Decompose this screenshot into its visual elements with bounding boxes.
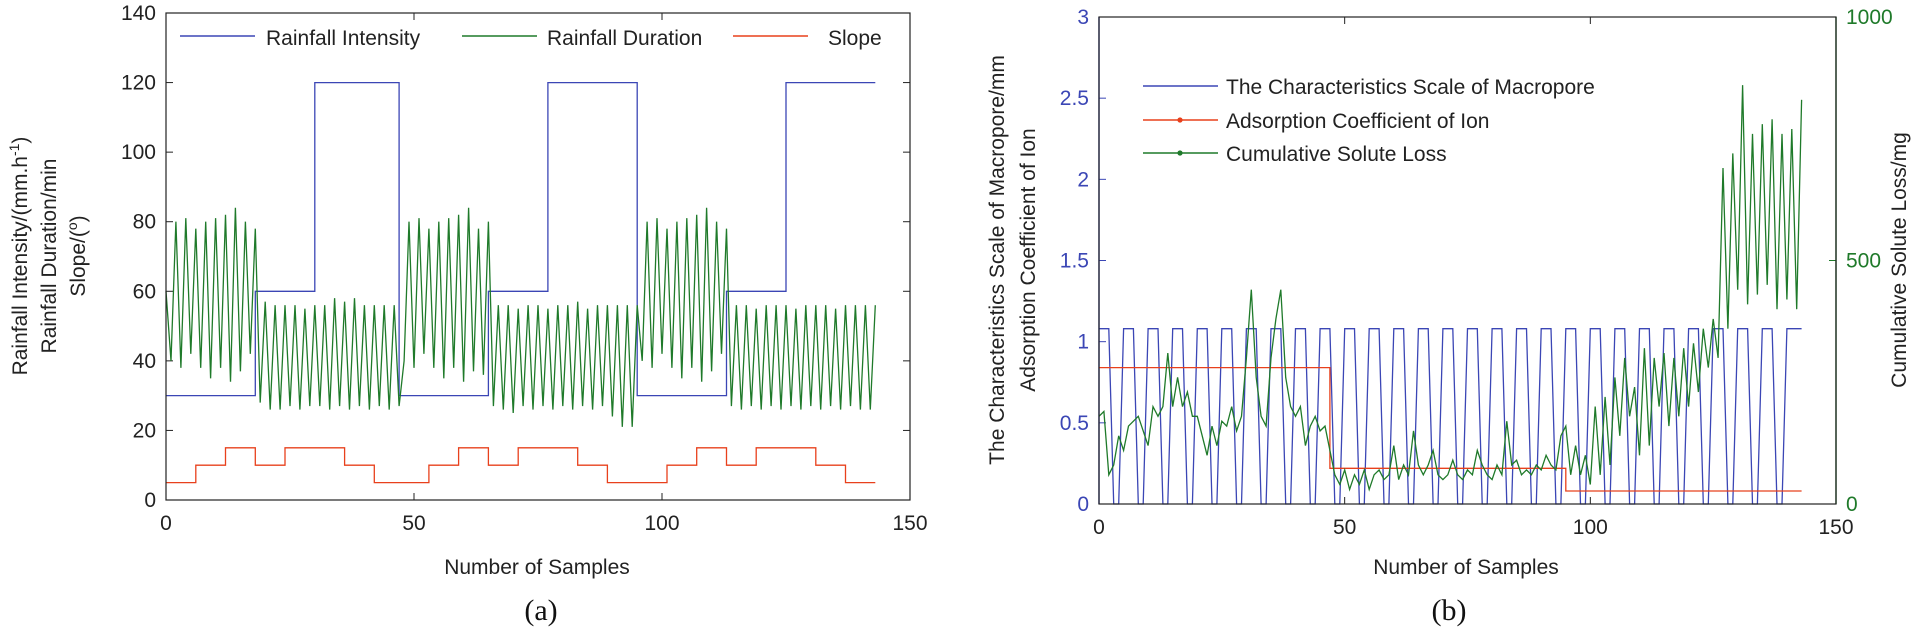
panel-a-ytick-label-4: 80 — [133, 211, 156, 234]
panel-a-x-axis-label: Number of Samples — [444, 556, 630, 579]
panel-a-ylabel-line-3: Slope/(o) — [64, 215, 90, 296]
panel-a-ylabel-line-3-text: Slope/( — [67, 230, 90, 297]
panel-a-series — [165, 81, 876, 484]
panel-b-xtick-label-1: 50 — [1333, 516, 1356, 539]
panel-b-series-the-characteristics-scale-of-macropore — [1099, 328, 1802, 505]
panel-a-ytick-label-6: 120 — [121, 72, 156, 95]
panel-b-legend: The Characteristics Scale of Macropore A… — [1143, 76, 1595, 166]
panel-b-caption: (b) — [1432, 594, 1467, 627]
panel-a-plot-frame — [165, 12, 911, 501]
panel-a-ytick-label-1: 20 — [133, 419, 156, 442]
panel-a-series-slope — [166, 447, 876, 484]
panel-a-xtick-label-3: 150 — [892, 512, 927, 535]
panel-b-ylabel-line-1: The Characteristics Scale of Macropore/m… — [986, 55, 1009, 465]
panel-b-ytick-label-5: 2.5 — [1060, 87, 1089, 110]
legend-b-macropore: The Characteristics Scale of Macropore — [1226, 76, 1595, 99]
legend-b-adsorption-marker — [1177, 117, 1183, 123]
panel-a-caption: (a) — [524, 594, 557, 627]
panel-b-xtick-label-3: 150 — [1818, 516, 1853, 539]
panel-b-series-adsorption-coefficient-of-ion — [1099, 366, 1802, 492]
panel-a-y-axis-label: Rainfall Intensity/(mm.h-1) Rainfall Dur… — [6, 137, 90, 376]
panel-a-legend: Rainfall Intensity Rainfall Duration Slo… — [180, 27, 882, 50]
panel-b-ytick-label-2: 1 — [1077, 331, 1089, 354]
legend-b-adsorption: Adsorption Coefficient of Ion — [1226, 110, 1489, 133]
legend-b-solute: Cumulative Solute Loss — [1226, 143, 1447, 166]
panel-b-ytick-label-1: 0.5 — [1060, 412, 1089, 435]
legend-a-rainfall-intensity: Rainfall Intensity — [266, 27, 421, 50]
panel-b-series-cumulative-solute-loss — [1098, 85, 1803, 492]
panel-b-ytick-label-3: 1.5 — [1060, 250, 1089, 273]
panel-b-plot-frame — [1098, 16, 1837, 505]
panel-b-xtick-label-2: 100 — [1573, 516, 1608, 539]
panel-a-xtick-label-1: 50 — [402, 512, 425, 535]
panel-b-x-axis-label: Number of Samples — [1373, 556, 1559, 579]
panel-a-xtick-label-0: 0 — [160, 512, 172, 535]
panel-b-series — [1098, 85, 1803, 505]
panel-a-series-rainfall-duration — [165, 207, 876, 427]
panel-b-ylabel-right: Cumulative Solute Loss/mg — [1888, 132, 1911, 388]
panel-a-ytick-label-0: 0 — [144, 489, 156, 512]
panel-a-ticks: 0 50 100 150 0 20 40 60 80 100 120 140 — [121, 2, 928, 535]
panel-a-ylabel-degree: o — [64, 222, 80, 230]
panel-a-ytick-label-5: 100 — [121, 141, 156, 164]
panel-b-ytick-label-4: 2 — [1077, 168, 1089, 191]
legend-a-slope: Slope — [828, 27, 882, 50]
panel-b-ytick-right-label-0: 0 — [1846, 493, 1858, 516]
panel-a-ylabel-line-1-text: Rainfall Intensity/(mm.h — [9, 156, 32, 375]
legend-a-rainfall-duration: Rainfall Duration — [547, 27, 702, 50]
legend-b-solute-marker — [1177, 150, 1183, 156]
panel-b-ytick-label-0: 0 — [1077, 493, 1089, 516]
panel-a-xtick-label-2: 100 — [644, 512, 679, 535]
panel-b-ytick-label-6: 3 — [1077, 6, 1089, 29]
panel-b-xtick-label-0: 0 — [1093, 516, 1105, 539]
panel-b-ytick-right-label-2: 1000 — [1846, 6, 1893, 29]
panel-a-rainfall-chart: 0 50 100 150 0 20 40 60 80 100 120 140 Rainfall Int… — [6, 2, 928, 627]
panel-a-ylabel-superscript: -1 — [6, 143, 22, 156]
panel-a-ytick-label-7: 140 — [121, 2, 156, 25]
panel-a-ylabel-line-3-close: ) — [67, 215, 90, 222]
panel-a-ytick-label-3: 60 — [133, 280, 156, 303]
panel-a-ylabel-line-1: Rainfall Intensity/(mm.h-1) — [6, 137, 32, 376]
panel-a-series-rainfall-intensity — [166, 81, 876, 397]
panel-b-ylabel-line-2: Adsorption Coefficient of Ion — [1017, 128, 1040, 391]
panel-a-ylabel-line-2: Rainfall Duration/min — [38, 159, 61, 354]
panel-a-ytick-label-2: 40 — [133, 350, 156, 373]
panel-a-ylabel-close: ) — [9, 137, 32, 144]
panel-b-ytick-right-label-1: 500 — [1846, 250, 1881, 273]
